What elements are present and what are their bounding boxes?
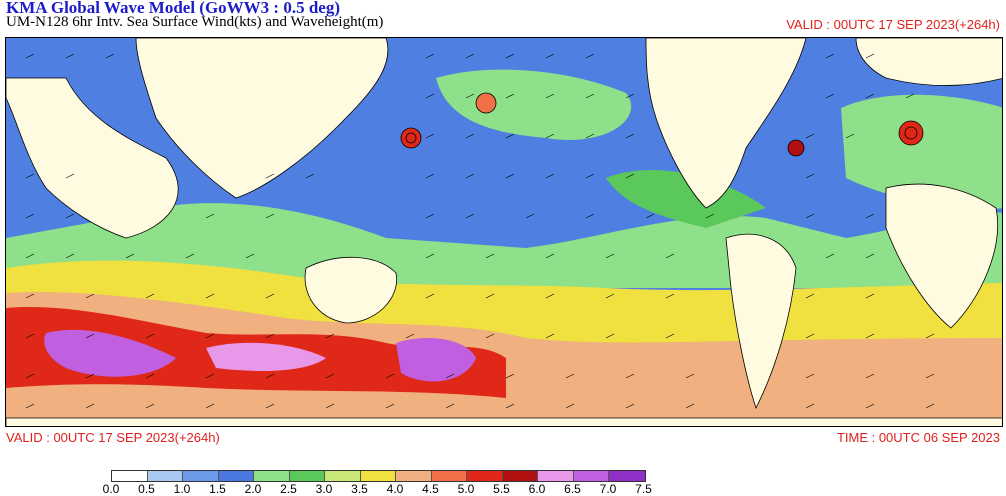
land-africa (885, 183, 998, 329)
storm-centers (400, 92, 924, 157)
colorbar-tick-label: 5.0 (457, 482, 475, 496)
colorbar-tick-label: 7.0 (599, 482, 617, 496)
wind-barbs (25, 53, 935, 409)
colorbar-swatch (147, 471, 183, 481)
colorbar-swatch (218, 471, 254, 481)
land-asia-west (6, 77, 179, 239)
north-pacific-green (436, 69, 632, 140)
land-antarctica (6, 417, 1002, 426)
colorbar-tick-label: 4.0 (386, 482, 404, 496)
colorbar-tick-label: 1.0 (173, 482, 191, 496)
colorbar-swatch (112, 471, 148, 481)
land-asia (135, 38, 389, 199)
colorbar-tick-label: 0.0 (102, 482, 120, 496)
colorbar-tick-label: 4.5 (422, 482, 439, 496)
colorbar-swatch (183, 471, 219, 481)
land-masses (6, 38, 1002, 426)
map-subtitle: UM-N128 6hr Intv. Sea Surface Wind(kts) … (6, 14, 384, 30)
colorbar-swatch (289, 471, 325, 481)
wave-zone-purple-2 (396, 338, 476, 382)
colorbar-swatch (538, 471, 574, 481)
wave-height-colorbar (111, 470, 646, 482)
north-atlantic-green (841, 94, 1002, 209)
land-south-america (725, 233, 797, 410)
colorbar-swatch (609, 471, 645, 481)
colorbar-tick-label: 7.5 (635, 482, 652, 496)
colorbar-swatch (325, 471, 361, 481)
colorbar-swatch (573, 471, 609, 481)
wave-map-canvas (6, 38, 1002, 426)
colorbar-swatch (254, 471, 290, 481)
colorbar-tick-label: 2.5 (280, 482, 297, 496)
land-europe (855, 38, 1002, 86)
map-title: KMA Global Wave Model (GoWW3 : 0.5 deg) (6, 0, 341, 17)
land-australia (304, 256, 398, 324)
colorbar-tick-label: 2.0 (244, 482, 262, 496)
valid-time-bottom: VALID : 00UTC 17 SEP 2023(+264h) (6, 430, 220, 445)
colorbar-tick-label: 3.5 (351, 482, 368, 496)
colorbar-tick-label: 1.5 (209, 482, 226, 496)
init-time: TIME : 00UTC 06 SEP 2023 (836, 430, 1000, 445)
wave-zone-green-dark (606, 169, 766, 228)
valid-time-top: VALID : 00UTC 17 SEP 2023(+264h) (786, 17, 1000, 32)
colorbar-swatch (431, 471, 467, 481)
colorbar-tick-label: 5.5 (493, 482, 510, 496)
colorbar-swatch (360, 471, 396, 481)
colorbar-tick-label: 0.5 (138, 482, 155, 496)
colorbar-tick-label: 6.5 (564, 482, 581, 496)
colorbar-tick-label: 3.0 (315, 482, 333, 496)
colorbar-swatch (396, 471, 432, 481)
wave-height-map (5, 37, 1003, 427)
wave-zone-purple-1 (44, 329, 177, 377)
colorbar-tick-label: 6.0 (528, 482, 546, 496)
wave-zone-pink (206, 342, 326, 371)
colorbar-swatch (467, 471, 503, 481)
colorbar-swatch (502, 471, 538, 481)
land-north-america (645, 38, 807, 209)
